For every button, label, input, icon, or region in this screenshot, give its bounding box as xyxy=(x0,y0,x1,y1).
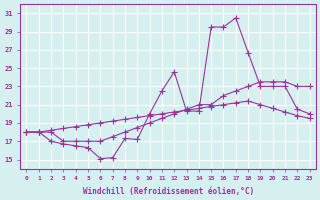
X-axis label: Windchill (Refroidissement éolien,°C): Windchill (Refroidissement éolien,°C) xyxy=(83,187,254,196)
